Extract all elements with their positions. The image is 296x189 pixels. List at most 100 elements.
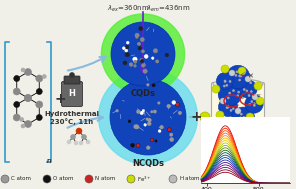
Circle shape [241, 119, 243, 121]
Circle shape [128, 120, 131, 123]
Circle shape [42, 74, 46, 78]
Circle shape [125, 45, 129, 49]
Circle shape [134, 65, 136, 67]
Circle shape [152, 84, 155, 87]
Circle shape [167, 128, 171, 132]
Circle shape [79, 141, 83, 145]
Circle shape [152, 57, 154, 59]
Circle shape [243, 120, 245, 122]
Circle shape [220, 98, 226, 104]
Circle shape [240, 75, 242, 77]
Circle shape [85, 175, 93, 183]
Circle shape [246, 90, 248, 92]
Circle shape [140, 60, 144, 63]
Circle shape [36, 115, 42, 121]
Circle shape [223, 85, 225, 87]
Circle shape [86, 140, 90, 144]
FancyBboxPatch shape [212, 83, 265, 140]
Circle shape [1, 175, 9, 183]
Text: ⚡: ⚡ [239, 71, 245, 81]
Text: Different
concentration
of Fe3+: Different concentration of Fe3+ [213, 146, 263, 163]
Circle shape [153, 49, 157, 53]
Text: -: - [244, 94, 245, 98]
Text: Hydrothermal
230°C, 11h: Hydrothermal 230°C, 11h [44, 111, 99, 125]
Circle shape [134, 125, 138, 129]
Circle shape [232, 108, 234, 110]
Circle shape [157, 102, 160, 104]
Circle shape [21, 124, 25, 128]
Circle shape [169, 133, 173, 136]
Circle shape [165, 53, 169, 57]
Circle shape [158, 130, 161, 132]
Circle shape [212, 85, 220, 93]
Circle shape [129, 63, 133, 66]
Circle shape [25, 94, 31, 101]
Text: O atom: O atom [53, 177, 73, 181]
Circle shape [229, 92, 231, 94]
Circle shape [141, 64, 145, 67]
Circle shape [70, 135, 75, 139]
Circle shape [229, 80, 231, 82]
Text: n: n [46, 158, 51, 164]
Circle shape [144, 123, 147, 126]
Circle shape [232, 90, 234, 92]
Circle shape [218, 82, 242, 106]
Circle shape [227, 97, 229, 99]
Circle shape [153, 110, 157, 113]
Circle shape [14, 101, 20, 108]
Circle shape [239, 117, 241, 119]
Circle shape [226, 84, 228, 86]
Circle shape [248, 94, 250, 97]
Circle shape [150, 138, 154, 142]
Circle shape [155, 140, 157, 142]
Circle shape [74, 141, 78, 145]
Circle shape [116, 109, 118, 112]
Circle shape [167, 104, 170, 108]
Circle shape [235, 108, 241, 114]
Circle shape [135, 33, 139, 37]
Circle shape [123, 47, 125, 50]
Circle shape [125, 52, 129, 57]
Circle shape [252, 94, 258, 100]
Circle shape [160, 125, 163, 129]
Circle shape [235, 74, 237, 76]
Text: H atom/H$^{+}$: H atom/H$^{+}$ [179, 175, 210, 184]
Circle shape [142, 109, 145, 112]
Text: H: H [69, 90, 75, 98]
Circle shape [227, 106, 229, 108]
Circle shape [237, 95, 239, 97]
Circle shape [140, 38, 144, 42]
Circle shape [126, 41, 129, 44]
Circle shape [81, 135, 86, 139]
Circle shape [200, 112, 210, 122]
Circle shape [67, 140, 71, 144]
Circle shape [141, 50, 144, 53]
Circle shape [138, 46, 141, 50]
Circle shape [253, 104, 255, 106]
Circle shape [216, 72, 234, 90]
Circle shape [224, 81, 226, 82]
Circle shape [136, 36, 138, 38]
Circle shape [221, 65, 229, 73]
Ellipse shape [213, 79, 263, 89]
Circle shape [76, 128, 82, 134]
Circle shape [20, 118, 24, 122]
Circle shape [110, 79, 186, 155]
Text: Fe$^{3+}$: Fe$^{3+}$ [137, 174, 152, 184]
Text: $\lambda_{ex}$=360nm: $\lambda_{ex}$=360nm [107, 4, 149, 14]
Circle shape [150, 111, 153, 113]
Text: CQDs: CQDs [131, 89, 155, 98]
Circle shape [13, 88, 20, 95]
Circle shape [229, 70, 235, 76]
Ellipse shape [102, 14, 185, 94]
Circle shape [14, 75, 20, 81]
Circle shape [147, 83, 149, 86]
Text: ✕: ✕ [247, 73, 253, 79]
Text: N atom: N atom [95, 177, 115, 181]
Circle shape [25, 121, 31, 128]
Text: e: e [241, 95, 244, 100]
Circle shape [239, 75, 241, 77]
Circle shape [243, 88, 245, 91]
Circle shape [230, 109, 232, 111]
Circle shape [238, 67, 246, 75]
